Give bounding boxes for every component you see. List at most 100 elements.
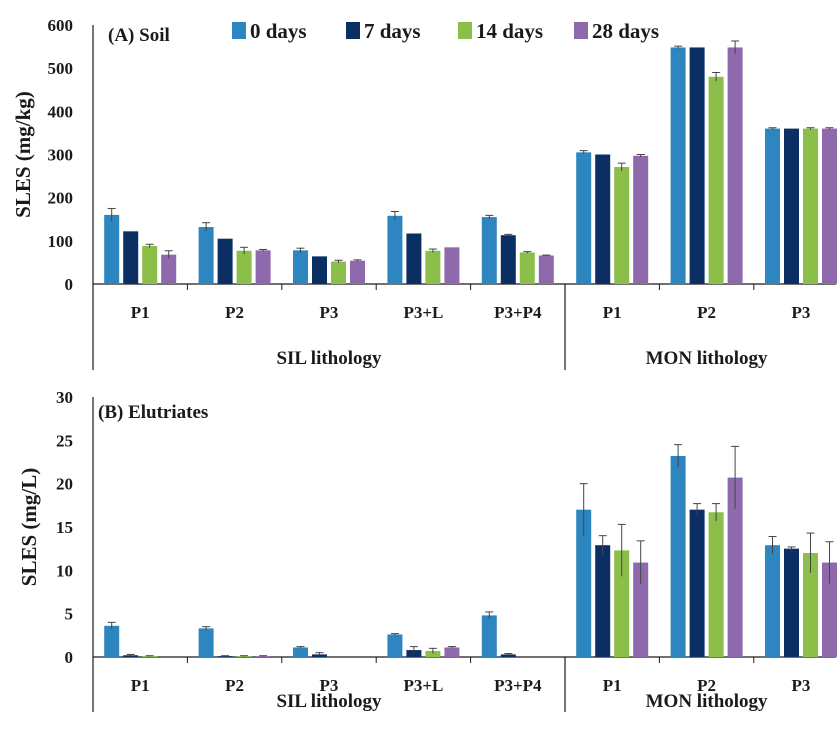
bar (803, 553, 818, 657)
y-tick-label: 600 (48, 16, 74, 35)
bar (255, 250, 271, 284)
bar (708, 512, 724, 657)
bar (387, 215, 403, 284)
y-tick-label: 0 (65, 275, 74, 294)
bar (595, 154, 611, 284)
bar (198, 227, 214, 284)
legend-swatch (232, 22, 246, 39)
legend: 0 days 7 days 14 days 28 days (232, 19, 659, 43)
bar (312, 256, 327, 284)
bar (633, 562, 649, 657)
y-tick-label: 25 (56, 431, 73, 450)
bar (614, 167, 630, 284)
y-tick-label: 5 (65, 605, 74, 624)
y-tick-label: 300 (48, 146, 74, 165)
bar (444, 647, 460, 657)
y-tick-label: 100 (48, 232, 74, 251)
bar (293, 250, 308, 284)
group-label: MON lithology (646, 348, 768, 369)
x-category-label: P2 (697, 303, 716, 322)
bar (614, 550, 630, 657)
bar (765, 128, 780, 284)
bar (538, 255, 554, 284)
bar (161, 254, 177, 284)
legend-swatch (458, 22, 472, 39)
x-category-label: P3+P4 (494, 676, 542, 695)
bar (500, 654, 516, 657)
bar (481, 615, 497, 657)
x-category-label: P3+L (403, 676, 443, 695)
bar (425, 250, 441, 284)
x-category-label: P2 (697, 676, 716, 695)
group-label: MON lithology (646, 691, 768, 712)
y-axis-label: SLES (mg/L) (17, 468, 41, 586)
bar (784, 128, 799, 284)
bar (481, 217, 497, 284)
bar (784, 548, 799, 657)
legend-label: 28 days (592, 19, 659, 43)
panel-title: (A) Soil (108, 25, 170, 46)
y-tick-label: 500 (48, 59, 74, 78)
panel-title: (B) Elutriates (98, 402, 208, 423)
legend-swatch (574, 22, 588, 39)
bar (670, 47, 686, 284)
bar (595, 545, 611, 657)
x-category-label: P1 (603, 676, 622, 695)
bar (198, 628, 214, 657)
bar (123, 231, 139, 284)
bar (444, 247, 460, 284)
bar (576, 152, 592, 284)
bar (727, 477, 743, 657)
y-tick-label: 0 (65, 648, 74, 667)
x-category-label: P3 (320, 676, 339, 695)
panel-soil: (A) Soil 0 100 200 300 400 500 600 SLES (mg/kg) P… (11, 16, 837, 370)
x-category-label: P1 (603, 303, 622, 322)
bar (142, 246, 158, 284)
legend-swatch (346, 22, 360, 39)
bar (803, 128, 818, 284)
bar (765, 545, 780, 657)
x-category-label: P3+L (403, 303, 443, 322)
x-category-label: P3+P4 (494, 303, 542, 322)
bar (708, 76, 724, 284)
panel-elutriates: (B) Elutriates 0 5 10 15 20 25 30 SLES (mg/L) P1 P… (17, 388, 837, 712)
bar (727, 47, 743, 284)
bar (217, 238, 233, 284)
bar (387, 634, 403, 657)
y-tick-label: 400 (48, 102, 74, 121)
bar (104, 214, 120, 284)
legend-label: 14 days (476, 19, 543, 43)
bar (425, 650, 441, 657)
x-category-label: P2 (225, 676, 244, 695)
bar (350, 260, 365, 284)
x-category-label: P2 (225, 303, 244, 322)
bar (822, 128, 837, 284)
bar (670, 455, 686, 657)
y-axis-label: SLES (mg/kg) (11, 91, 35, 218)
bar (500, 235, 516, 284)
x-category-label: P3 (792, 303, 811, 322)
bar (689, 47, 705, 284)
bar (406, 233, 422, 284)
bar (822, 562, 837, 657)
group-label: SIL lithology (276, 348, 382, 369)
bar (236, 250, 252, 284)
y-tick-label: 30 (56, 388, 73, 407)
y-tick-label: 20 (56, 475, 73, 494)
x-category-label: P3 (792, 676, 811, 695)
x-category-label: P1 (131, 676, 150, 695)
bar (576, 509, 592, 657)
bar (104, 625, 120, 657)
legend-label: 0 days (250, 19, 307, 43)
y-tick-label: 15 (56, 518, 73, 537)
group-label: SIL lithology (276, 691, 382, 712)
bar (689, 509, 705, 657)
x-category-label: P3 (320, 303, 339, 322)
y-tick-label: 10 (56, 561, 73, 580)
x-category-label: P1 (131, 303, 150, 322)
bar (331, 261, 346, 284)
y-tick-label: 200 (48, 189, 74, 208)
bar (293, 647, 308, 657)
